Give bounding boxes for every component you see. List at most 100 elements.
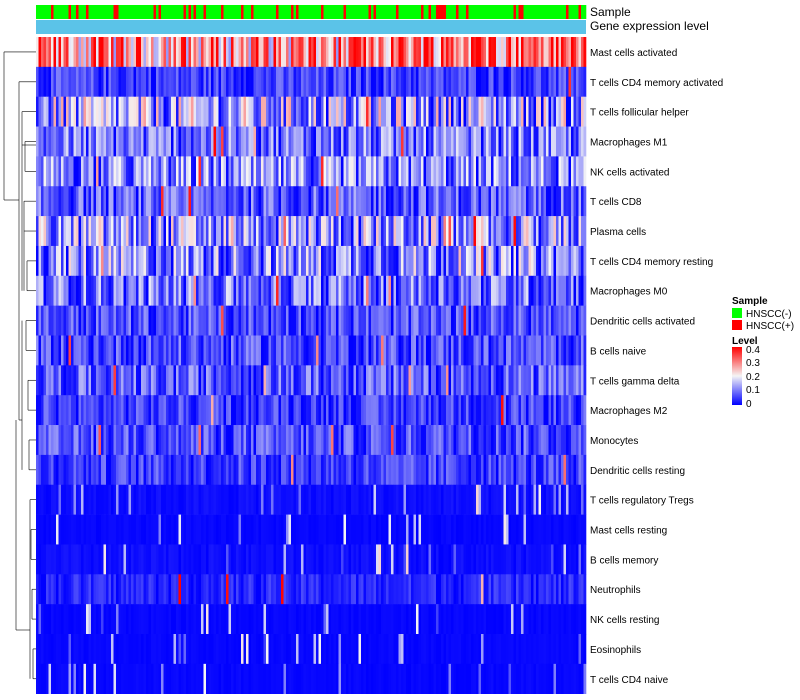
heatmap-cell xyxy=(98,604,102,635)
heatmap-cell xyxy=(533,96,537,127)
heatmap-cell xyxy=(358,454,362,486)
heatmap-cell xyxy=(268,335,272,366)
heatmap-cell xyxy=(118,454,122,486)
heatmap-cell xyxy=(46,156,49,187)
heatmap-cell xyxy=(51,37,54,68)
heatmap-cell xyxy=(268,634,272,665)
heatmap-cell xyxy=(406,454,409,486)
heatmap-cell xyxy=(223,663,227,694)
heatmap-cell xyxy=(423,245,427,277)
heatmap-cell xyxy=(536,454,539,486)
heatmap-cell xyxy=(478,305,482,336)
heatmap-cell xyxy=(511,634,514,665)
heatmap-cell xyxy=(196,395,199,426)
heatmap-cell xyxy=(378,514,382,545)
heatmap-cell xyxy=(348,245,352,277)
heatmap-cell xyxy=(58,335,62,366)
heatmap-cell xyxy=(168,454,172,486)
heatmap-cell xyxy=(126,365,129,396)
heatmap-cell xyxy=(371,634,374,665)
heatmap-cell xyxy=(128,66,132,97)
heatmap-cell xyxy=(463,634,467,665)
heatmap-cell xyxy=(61,335,64,366)
heatmap-cell xyxy=(161,186,164,217)
heatmap-cell xyxy=(186,484,189,515)
heatmap-cell xyxy=(376,604,379,635)
heatmap-cell xyxy=(303,365,307,396)
heatmap-cell xyxy=(511,216,514,247)
heatmap-cell xyxy=(328,365,332,396)
heatmap-cell xyxy=(58,275,62,306)
heatmap-cell xyxy=(381,275,384,306)
heatmap-cell xyxy=(121,156,124,187)
heatmap-cell xyxy=(201,186,204,217)
heatmap-cell xyxy=(36,216,39,247)
heatmap-cell xyxy=(318,365,322,396)
heatmap-cell xyxy=(256,186,259,217)
heatmap-cell xyxy=(528,335,532,366)
heatmap-cell xyxy=(233,484,237,515)
heatmap-cell xyxy=(118,544,122,575)
heatmap-cell xyxy=(178,574,182,605)
heatmap-cell xyxy=(208,365,212,396)
heatmap-cell xyxy=(113,37,117,68)
heatmap-cell xyxy=(133,96,137,127)
heatmap-cell xyxy=(421,126,424,157)
heatmap-cell xyxy=(38,245,42,277)
heatmap-cell xyxy=(153,634,157,665)
heatmap-cell xyxy=(391,186,394,217)
heatmap-cell xyxy=(286,126,289,157)
heatmap-cell xyxy=(501,245,504,277)
heatmap-cell xyxy=(188,663,192,694)
heatmap-cell xyxy=(498,604,502,635)
heatmap-cell xyxy=(396,484,399,515)
heatmap-cell xyxy=(243,216,247,247)
heatmap-cell xyxy=(331,156,334,187)
heatmap-cell xyxy=(388,454,392,486)
heatmap-cell xyxy=(538,634,542,665)
heatmap-cell xyxy=(446,156,449,187)
heatmap-cell xyxy=(116,365,119,396)
heatmap-cell xyxy=(271,305,274,336)
heatmap-cell xyxy=(418,574,422,605)
heatmap-cell xyxy=(483,425,487,456)
heatmap-cell xyxy=(476,365,479,396)
heatmap-cell xyxy=(548,96,552,127)
heatmap-cell xyxy=(581,514,584,545)
heatmap-cell xyxy=(568,484,572,515)
heatmap-cell xyxy=(498,574,502,605)
heatmap-cell xyxy=(76,126,79,157)
heatmap-cell xyxy=(428,96,432,127)
heatmap-cell xyxy=(256,663,259,694)
heatmap-cell xyxy=(393,186,397,217)
heatmap-cell xyxy=(176,156,179,187)
heatmap-cell xyxy=(241,186,244,217)
sample-annotation-cell xyxy=(388,5,392,19)
heatmap-cell xyxy=(178,365,182,396)
heatmap-cell xyxy=(418,634,422,665)
heatmap-cell xyxy=(206,544,209,575)
heatmap-cell xyxy=(261,96,264,127)
heatmap-cell xyxy=(581,66,584,97)
heatmap-cell xyxy=(146,275,149,306)
heatmap-cell xyxy=(453,186,457,217)
heatmap-cell xyxy=(526,395,529,426)
heatmap-cell xyxy=(396,454,399,486)
heatmap-cell xyxy=(233,365,237,396)
heatmap-cell xyxy=(548,634,552,665)
heatmap-cell xyxy=(518,275,522,306)
heatmap-cell xyxy=(513,365,517,396)
heatmap-cell xyxy=(371,484,374,515)
heatmap-cell xyxy=(233,604,237,635)
heatmap-cell xyxy=(461,156,464,187)
heatmap-cell xyxy=(298,216,302,247)
heatmap-cell xyxy=(313,604,317,635)
heatmap-cell xyxy=(53,574,57,605)
heatmap-cell xyxy=(343,335,347,366)
heatmap-cell xyxy=(521,574,524,605)
heatmap-cell xyxy=(503,484,507,515)
heatmap-cell xyxy=(498,454,502,486)
heatmap-cell xyxy=(143,335,147,366)
heatmap-cell xyxy=(91,37,94,68)
heatmap-cell xyxy=(173,245,177,277)
